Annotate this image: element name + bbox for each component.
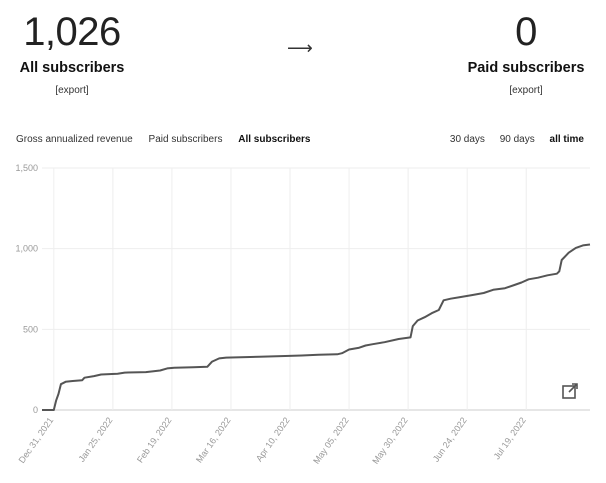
chart-grid: [42, 167, 590, 411]
all-subscribers-label: All subscribers: [19, 60, 125, 76]
x-tick-label: Apr 10, 2022: [254, 415, 292, 463]
y-tick-label: 500: [23, 324, 38, 334]
tab-gross-annualized-revenue[interactable]: Gross annualized revenue: [16, 134, 133, 145]
x-tick-label: Jul 19, 2022: [492, 415, 528, 461]
range-all-time[interactable]: all time: [549, 134, 584, 145]
x-tick-label: Jun 24, 2022: [431, 415, 469, 463]
tab-paid-subscribers[interactable]: Paid subscribers: [148, 134, 223, 145]
y-tick-label: 0: [33, 405, 38, 415]
x-tick-label: Jan 25, 2022: [76, 415, 114, 463]
range-selector: 30 days 90 days all time: [438, 134, 584, 145]
y-tick-label: 1,000: [15, 244, 38, 254]
paid-subscribers-export-link[interactable]: [export]: [509, 85, 543, 96]
series-line: [42, 243, 591, 411]
x-tick-label: Mar 16, 2022: [194, 415, 233, 464]
all-subscribers-export-link[interactable]: [export]: [55, 85, 89, 96]
all-subscribers-stat: 1,026 All subscribers [export]: [0, 8, 144, 96]
all-subscribers-count: 1,026: [23, 10, 121, 54]
y-tick-label: 1,500: [15, 163, 38, 173]
arrow-right-icon: ⟶: [287, 38, 313, 58]
x-tick-label: May 05, 2022: [311, 415, 350, 465]
subscribers-chart: 0 500 1,000 1,500 Dec 31, 2021 Jan 25, 2022 F…: [15, 163, 591, 466]
x-tick-label: May 30, 2022: [370, 415, 409, 465]
x-axis-ticks: Dec 31, 2021 Jan 25, 2022 Feb 19, 2022 Mar …: [17, 415, 528, 465]
metric-tabs: Gross annualized revenue Paid subscriber…: [16, 134, 324, 145]
tab-all-subscribers[interactable]: All subscribers: [238, 134, 311, 145]
y-axis-ticks: 0 500 1,000 1,500: [15, 163, 38, 415]
x-tick-label: Dec 31, 2021: [17, 415, 56, 465]
paid-subscribers-stat: 0 Paid subscribers [export]: [456, 8, 596, 96]
paid-subscribers-count: 0: [515, 10, 537, 54]
range-30-days[interactable]: 30 days: [449, 134, 485, 145]
external-link-icon[interactable]: [561, 382, 579, 400]
paid-subscribers-label: Paid subscribers: [467, 60, 585, 76]
x-tick-label: Feb 19, 2022: [135, 415, 174, 464]
range-90-days[interactable]: 90 days: [499, 134, 535, 145]
